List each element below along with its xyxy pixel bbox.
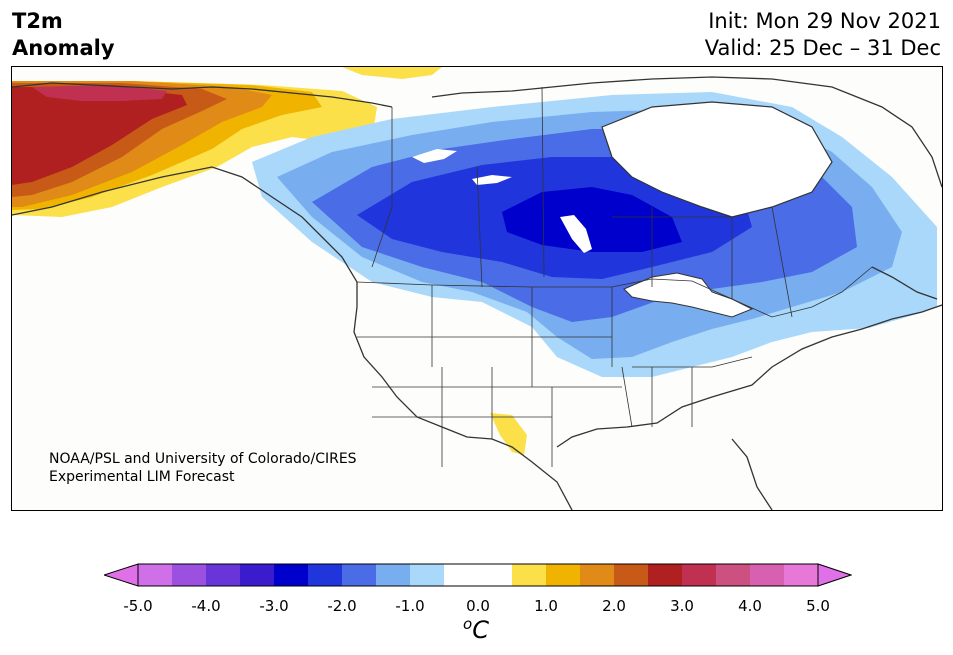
colorbar-under-arrow xyxy=(104,563,139,587)
map-title: T2m Anomaly xyxy=(12,8,115,62)
title-type: Anomaly xyxy=(12,36,115,60)
init-date: Init: Mon 29 Nov 2021 xyxy=(708,9,941,33)
colorbar-segment xyxy=(682,564,717,586)
cold-anomaly-5 xyxy=(502,187,682,252)
warm-anomaly-mexico xyxy=(490,413,527,455)
colorbar-over-arrow xyxy=(817,563,852,587)
colorbar xyxy=(104,563,852,587)
colorbar-tick-label: 1.0 xyxy=(534,597,558,615)
colorbar-segment xyxy=(410,564,445,586)
data-credit: NOAA/PSL and University of Colorado/CIRE… xyxy=(49,450,357,486)
colorbar-tick-label: 4.0 xyxy=(738,597,762,615)
colorbar-segment xyxy=(648,564,683,586)
colorbar-segment xyxy=(716,564,751,586)
colorbar-tick-label: -1.0 xyxy=(395,597,425,615)
atlantic-ocean xyxy=(712,307,942,510)
colorbar-segment xyxy=(512,564,547,586)
valid-date: Valid: 25 Dec – 31 Dec xyxy=(704,36,941,60)
forecast-dates: Init: Mon 29 Nov 2021 Valid: 25 Dec – 31… xyxy=(705,8,941,62)
colorbar-segment xyxy=(274,564,309,586)
colorbar-segment xyxy=(376,564,411,586)
lake-winnipeg xyxy=(560,215,592,253)
credit-line-2: Experimental LIM Forecast xyxy=(49,469,235,485)
colorbar-segment xyxy=(580,564,615,586)
colorbar-tick-label: 5.0 xyxy=(806,597,830,615)
colorbar-tick-label: -2.0 xyxy=(327,597,357,615)
colorbar-tick-label: -3.0 xyxy=(259,597,289,615)
colorbar-segment xyxy=(750,564,785,586)
colorbar-segment xyxy=(308,564,343,586)
colorbar-segment xyxy=(138,564,173,586)
colorbar-segment xyxy=(206,564,241,586)
warm-anomaly-alaska-6 xyxy=(32,85,167,101)
coastlines xyxy=(12,76,942,510)
colorbar-segment xyxy=(342,564,377,586)
colorbar-segment xyxy=(614,564,649,586)
hudson-bay xyxy=(601,101,833,218)
colorbar-tick-label: -5.0 xyxy=(123,597,153,615)
colorbar-segment xyxy=(546,564,581,586)
colorbar-tick-label: 3.0 xyxy=(670,597,694,615)
great-slave-lake xyxy=(472,175,512,185)
warm-anomaly-arctic xyxy=(342,67,442,79)
credit-line-1: NOAA/PSL and University of Colorado/CIRE… xyxy=(49,451,357,467)
unit-label: oC xyxy=(463,615,489,644)
unit-celsius: C xyxy=(472,616,489,644)
colorbar-tick-label: 2.0 xyxy=(602,597,626,615)
gulf-of-mexico xyxy=(552,427,752,510)
colorbar-tick-label: 0.0 xyxy=(466,597,490,615)
colorbar-segment xyxy=(478,564,513,586)
colorbar-segment xyxy=(172,564,207,586)
great-bear-lake xyxy=(412,149,457,163)
colorbar-segment xyxy=(444,564,479,586)
unit-degree: o xyxy=(463,615,473,633)
anomaly-map xyxy=(11,66,943,511)
political-borders xyxy=(356,86,873,467)
great-lakes xyxy=(623,272,754,318)
colorbar-tick-label: -4.0 xyxy=(191,597,221,615)
title-variable: T2m xyxy=(12,9,63,33)
warm-anomaly-alaska-5 xyxy=(12,87,187,185)
colorbar-border xyxy=(137,563,819,587)
colorbar-segment xyxy=(784,564,819,586)
colorbar-segment xyxy=(240,564,275,586)
